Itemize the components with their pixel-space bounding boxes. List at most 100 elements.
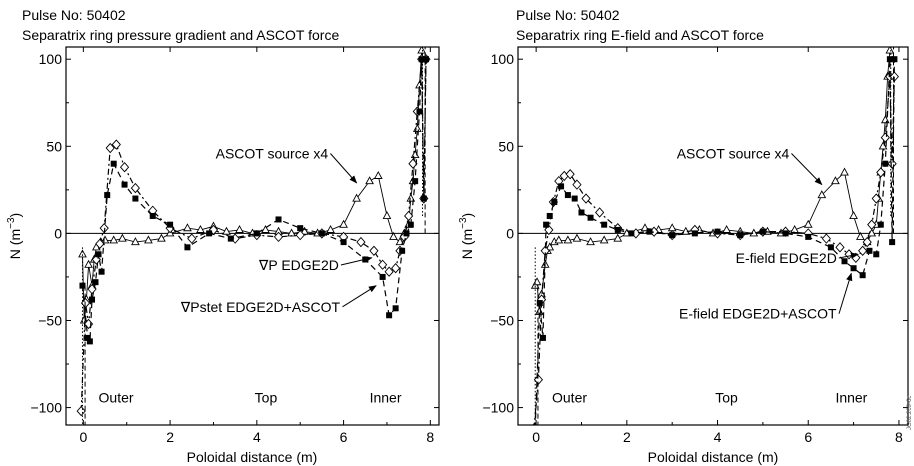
square-marker: [646, 228, 653, 235]
triangle-marker: [563, 235, 573, 244]
series-clip-group: [76, 47, 431, 425]
square-marker: [297, 225, 304, 232]
x-axis-label: Poloidal distance (m): [187, 449, 318, 465]
square-marker: [873, 251, 880, 258]
square-marker: [782, 230, 789, 237]
diamond-marker: [378, 259, 388, 270]
y-tick-label: 50: [46, 138, 62, 154]
diamond-marker: [880, 132, 890, 143]
triangle-marker: [856, 231, 865, 240]
chart-left-panel: Pulse No: 50402 Separatrix ring pressure…: [6, 7, 440, 465]
annotation-label: ASCOT source x4: [677, 145, 790, 161]
triangle-marker: [831, 176, 840, 185]
square-marker: [601, 221, 608, 228]
y-tick-label: 0: [506, 225, 514, 241]
diamond-marker: [408, 158, 418, 169]
triangle-marker: [352, 193, 361, 202]
triangle-marker: [118, 233, 127, 242]
square-marker: [379, 273, 386, 280]
series-line-square: [534, 59, 895, 425]
square-marker: [318, 230, 325, 237]
square-marker: [891, 56, 898, 63]
x-tick-label: 2: [166, 429, 174, 445]
diamond-marker: [871, 193, 881, 204]
diamond-marker: [887, 158, 897, 169]
y-tick-label: −50: [490, 312, 514, 328]
square-marker: [759, 228, 766, 235]
square-marker: [877, 221, 884, 228]
region-label: Outer: [552, 389, 587, 405]
square-marker: [578, 209, 585, 216]
square-marker: [827, 244, 834, 251]
triangle-marker: [373, 170, 383, 179]
annotation-layer: Outer Top Inner ASCOT source x4 E-field EDGE…: [552, 145, 868, 405]
triangle-marker: [885, 47, 895, 54]
triangle-marker: [840, 167, 849, 176]
y-tick-label: 100: [491, 51, 515, 67]
x-tick-label: 6: [804, 429, 812, 445]
annotation-arrow: [330, 153, 358, 184]
triangle-marker: [412, 123, 422, 132]
diamond-marker: [572, 179, 582, 190]
diamond-marker: [835, 242, 845, 253]
figure-watermark-code: JG02.209-6c: [907, 396, 913, 430]
y-axis-label-close: ): [7, 213, 23, 218]
square-marker: [92, 279, 99, 286]
square-marker: [184, 244, 191, 251]
triangle-marker: [417, 47, 427, 54]
square-marker: [84, 334, 91, 341]
y-tick-label: −50: [38, 312, 62, 328]
triangle-marker: [880, 115, 890, 124]
series-line-diamond: [80, 59, 427, 412]
square-marker: [737, 232, 744, 239]
x-tick-label: 8: [895, 429, 903, 445]
y-tick-label: 100: [39, 51, 63, 67]
square-marker: [543, 221, 550, 228]
square-marker: [418, 56, 425, 63]
triangle-marker: [131, 237, 140, 246]
square-marker: [691, 230, 698, 237]
square-marker: [403, 230, 410, 237]
triangle-marker: [667, 223, 677, 232]
triangle-marker: [613, 233, 623, 242]
square-marker: [386, 312, 393, 319]
diamond-marker: [391, 263, 401, 274]
diamond-marker: [356, 236, 366, 248]
series-line-diamond: [533, 76, 895, 425]
triangle-marker: [84, 259, 93, 268]
y-axis-label: N (m−3): [6, 213, 23, 259]
diamond-marker: [369, 245, 379, 256]
square-marker: [95, 251, 102, 258]
x-tick-label: 0: [79, 429, 87, 445]
square-marker: [167, 221, 174, 228]
triangle-marker: [326, 224, 335, 233]
plot-frame: [517, 46, 909, 426]
triangle-marker: [109, 235, 119, 244]
square-marker: [841, 258, 848, 265]
y-axis-label-text: N (m: [459, 229, 475, 259]
triangle-marker: [157, 233, 166, 242]
chart-right-panel: Pulse No: 50402 Separatrix ring E-field …: [458, 7, 909, 465]
chart-title: Separatrix ring pressure gradient and AS…: [22, 27, 339, 43]
annotation-label: ASCOT source x4: [216, 145, 329, 161]
triangle-marker: [389, 231, 398, 240]
square-marker: [407, 221, 414, 228]
diamond-marker: [105, 142, 115, 154]
diamond-marker: [76, 405, 86, 417]
square-marker: [86, 338, 93, 345]
triangle-marker: [382, 211, 392, 220]
square-marker: [850, 265, 857, 272]
diamond-marker: [544, 224, 554, 236]
y-axis-label-close: ): [459, 213, 475, 218]
annotation-arrow: [838, 272, 853, 314]
diamond-marker: [273, 231, 284, 243]
square-marker: [628, 230, 635, 237]
square-marker: [882, 160, 889, 167]
triangle-marker: [235, 224, 244, 233]
square-marker: [536, 300, 543, 307]
annotation-arrow: [340, 256, 373, 266]
triangle-marker: [722, 224, 731, 233]
triangle-marker: [183, 223, 192, 232]
diamond-marker: [384, 266, 394, 277]
triangle-marker: [554, 235, 564, 244]
